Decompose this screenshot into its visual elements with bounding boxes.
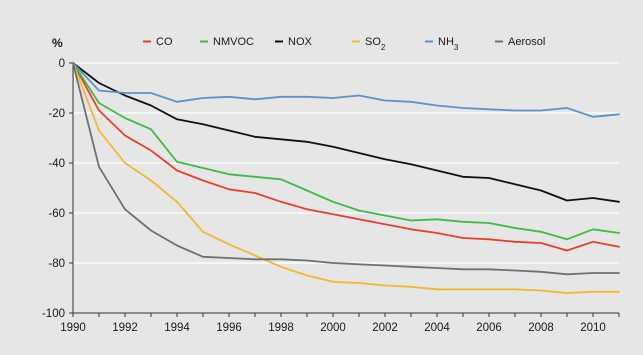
y-tick-label: -80	[48, 258, 65, 270]
x-tick-label: 1994	[164, 322, 190, 334]
legend-label: NH3	[438, 36, 459, 52]
x-tick-label: 1996	[216, 322, 242, 334]
series-line-co	[72, 62, 620, 252]
x-tick-label: 1990	[60, 322, 86, 334]
series-line-nox	[72, 62, 620, 203]
legend-label: NMVOC	[213, 36, 254, 48]
data-series	[72, 62, 620, 294]
axes: 0 -20 -40 -60 -80 -100 1990 1992 1994 1996 1998 200…	[42, 58, 620, 334]
legend-label: CO	[156, 36, 173, 48]
x-tick-label: 2000	[320, 322, 346, 334]
series-line-so2	[72, 62, 620, 294]
y-tick-label: -100	[42, 308, 65, 320]
x-tick-label: 2008	[528, 322, 554, 334]
y-tick-label: 0	[59, 58, 65, 70]
series-line-nh3	[72, 62, 620, 118]
grid-lines	[73, 62, 619, 264]
x-tick-label: 2006	[476, 322, 502, 334]
y-tick-label: -60	[48, 208, 65, 220]
legend-label: NOX	[288, 36, 313, 48]
series-line-aerosol	[72, 62, 620, 276]
y-tick-label: -40	[48, 158, 65, 170]
series-line-nmvoc	[72, 62, 620, 241]
x-tick-label: 2004	[424, 322, 450, 334]
x-tick-label: 1992	[112, 322, 138, 334]
legend: CO NMVOC NOX SO2 NH3 Aerosol	[143, 36, 545, 52]
x-tick-label: 2010	[580, 322, 606, 334]
x-tick-label: 2002	[372, 322, 398, 334]
legend-label: SO2	[365, 36, 386, 52]
x-tick-label: 1998	[268, 322, 294, 334]
legend-label: Aerosol	[508, 36, 545, 48]
y-axis-unit-label: %	[52, 36, 63, 50]
y-tick-label: -20	[48, 108, 65, 120]
